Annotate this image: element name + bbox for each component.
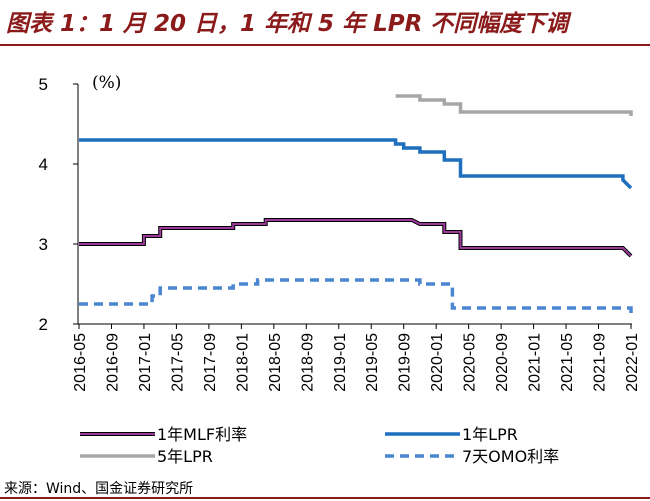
y-tick-label: 4 — [39, 155, 48, 174]
series-line-3 — [395, 94, 633, 116]
title-bar: 图表 1：1 月 20 日，1 年和 5 年 LPR 不同幅度下调 — [0, 0, 650, 46]
x-tick-label: 2017-09 — [202, 333, 219, 392]
x-tick-label: 2021-05 — [559, 333, 576, 392]
series-line-4 — [79, 278, 633, 316]
x-tick-label: 2019-09 — [397, 333, 414, 392]
x-tick-label: 2017-05 — [169, 333, 186, 392]
x-tick-label: 2016-09 — [104, 333, 121, 392]
legend-label: 1年MLF利率 — [157, 425, 247, 444]
y-tick-label: 3 — [39, 235, 48, 254]
x-tick-label: 2020-05 — [462, 333, 479, 392]
x-tick-label: 2021-09 — [592, 333, 609, 392]
series-line-1-inner — [79, 219, 632, 257]
series-line-1 — [79, 218, 633, 258]
y-tick-label: 2 — [39, 315, 48, 334]
series-line-2 — [79, 138, 633, 190]
unit-label: (%) — [92, 73, 121, 93]
legend-label: 7天OMO利率 — [462, 447, 559, 466]
chart-title: 图表 1：1 月 20 日，1 年和 5 年 LPR 不同幅度下调 — [6, 11, 569, 37]
x-tick-label: 2021-01 — [527, 333, 544, 392]
x-tick-label: 2020-09 — [494, 333, 511, 392]
chart: 2 3 4 5 2016-05 2016-09 2017-01 2017-05 2017-09 2… — [39, 73, 641, 466]
legend-label: 5年LPR — [157, 447, 213, 466]
bottom-rule — [0, 497, 650, 499]
series-layer — [79, 94, 633, 316]
x-tick-label: 2022-01 — [624, 333, 641, 392]
x-tick-label: 2019-05 — [364, 333, 381, 392]
x-tick-label: 2017-01 — [137, 333, 154, 392]
x-tick-label: 2020-01 — [429, 333, 446, 392]
x-tick-label: 2019-01 — [332, 333, 349, 392]
legend: 1年MLF利率 1年LPR 5年LPR 7天OMO利率 — [80, 425, 559, 466]
legend-label: 1年LPR — [462, 425, 518, 444]
axes: 2 3 4 5 2016-05 2016-09 2017-01 2017-05 2017-09 2… — [39, 75, 641, 392]
y-tick-label: 5 — [39, 75, 48, 94]
source-note: 来源：Wind、国金证券研究所 — [4, 481, 194, 497]
x-tick-label: 2018-09 — [299, 333, 316, 392]
x-tick-label: 2016-05 — [72, 333, 89, 392]
x-tick-label: 2018-05 — [267, 333, 284, 392]
x-tick-label: 2018-01 — [234, 333, 251, 392]
